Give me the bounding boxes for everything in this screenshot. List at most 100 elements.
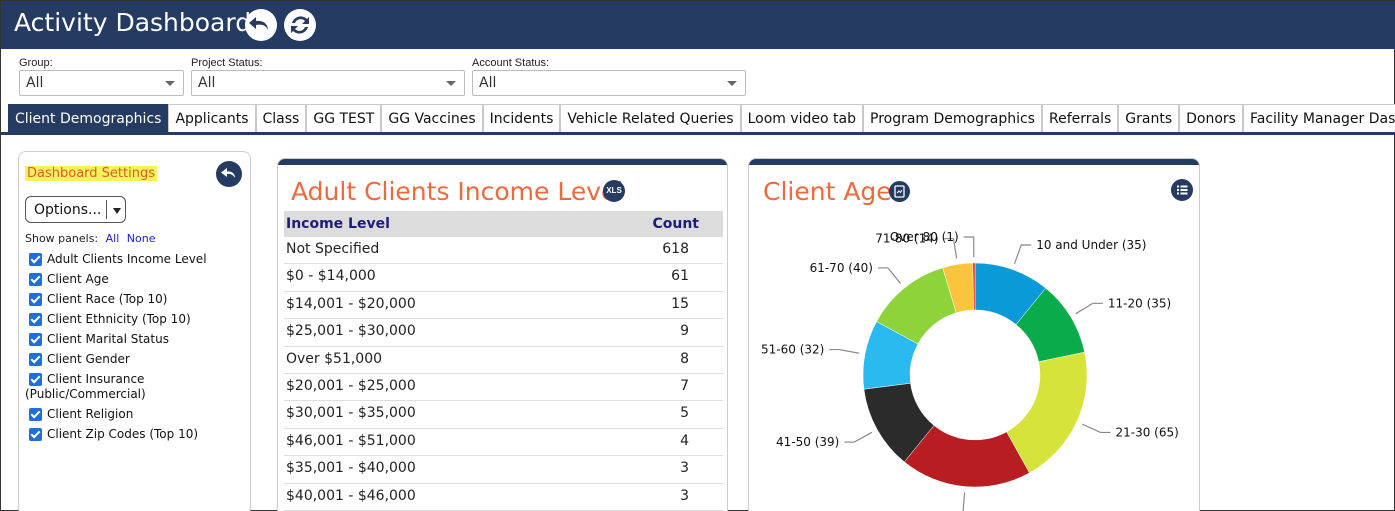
- label-connector: [963, 236, 975, 258]
- project-status-label: Project Status:: [191, 57, 263, 69]
- options-dropdown-button[interactable]: Options...: [25, 196, 126, 223]
- tab-grants[interactable]: Grants: [1118, 104, 1180, 133]
- data-label: 51-60 (32): [761, 343, 824, 357]
- tab-class[interactable]: Class: [255, 104, 307, 133]
- checkbox-label: Client Race (Top 10): [47, 292, 168, 306]
- panel-checkbox-insurance[interactable]: Client Insurance (Public/Commercial): [25, 372, 245, 402]
- header-bar: Activity Dashboard: [1, 1, 1395, 49]
- chevron-down-icon: [113, 208, 121, 214]
- checkbox-checked-icon[interactable]: [29, 273, 42, 286]
- age-card-title: Client Age: [763, 177, 892, 206]
- label-connector: [943, 238, 958, 259]
- panel-checkbox-ethnicity[interactable]: Client Ethnicity (Top 10): [25, 312, 245, 327]
- checkbox-checked-icon[interactable]: [29, 293, 42, 306]
- count-cell: 4: [680, 432, 689, 449]
- tab-donors[interactable]: Donors: [1179, 104, 1243, 133]
- data-label: 10 and Under (35): [1036, 238, 1146, 252]
- checkbox-label: Client Age: [47, 272, 109, 286]
- group-select[interactable]: All: [19, 70, 184, 96]
- checkbox-checked-icon[interactable]: [29, 353, 42, 366]
- show-none-link[interactable]: None: [126, 232, 156, 245]
- checkbox-label: Adult Clients Income Level: [47, 252, 207, 266]
- project-status-filter: Project Status: All: [191, 56, 465, 96]
- show-all-link[interactable]: All: [105, 232, 120, 245]
- refresh-icon[interactable]: [284, 9, 316, 41]
- panel-checkbox-race[interactable]: Client Race (Top 10): [25, 292, 245, 307]
- checkbox-label-line2: (Public/Commercial): [25, 387, 146, 401]
- tab-program-demographics[interactable]: Program Demographics: [863, 104, 1042, 133]
- data-label: 21-30 (65): [1115, 425, 1178, 439]
- income-level-cell: $30,001 - $35,000: [286, 405, 416, 422]
- income-card-title: Adult Clients Income Level: [291, 177, 624, 206]
- income-level-cell: $0 - $14,000: [286, 268, 376, 285]
- tab-referrals[interactable]: Referrals: [1041, 104, 1119, 133]
- chart-icon[interactable]: [889, 181, 910, 202]
- tab-bar: Client Demographics Applicants Class GG …: [8, 104, 1395, 133]
- col-income-level: Income Level: [286, 216, 390, 232]
- checkbox-checked-icon[interactable]: [29, 428, 42, 441]
- card-top-bar: [278, 159, 727, 165]
- count-cell: 5: [680, 405, 689, 422]
- client-age-card: Client Age 10 and Under (35) 11-20 (35) 21…: [748, 158, 1200, 511]
- project-status-select[interactable]: All: [191, 70, 465, 96]
- account-status-filter: Account Status: All: [472, 56, 746, 96]
- show-panels-label: Show panels:: [25, 232, 99, 245]
- account-status-select[interactable]: All: [472, 70, 746, 96]
- col-count: Count: [652, 216, 699, 232]
- checkbox-checked-icon[interactable]: [29, 373, 42, 386]
- checkbox-checked-icon[interactable]: [29, 313, 42, 326]
- dashboard-settings-title: Dashboard Settings: [25, 166, 157, 181]
- count-cell: 3: [680, 460, 689, 477]
- income-level-cell: $35,001 - $40,000: [286, 460, 416, 477]
- panel-checkbox-marital[interactable]: Client Marital Status: [25, 332, 245, 347]
- options-label: Options...: [34, 202, 102, 218]
- tab-vehicle-related-queries[interactable]: Vehicle Related Queries: [560, 104, 741, 133]
- checkbox-label: Client Ethnicity (Top 10): [47, 312, 191, 326]
- tab-client-demographics[interactable]: Client Demographics: [8, 104, 169, 133]
- checkbox-checked-icon[interactable]: [29, 253, 42, 266]
- checkbox-label: Client Gender: [47, 352, 130, 366]
- label-connector: [1082, 423, 1111, 434]
- checkbox-checked-icon[interactable]: [29, 333, 42, 346]
- xls-export-icon[interactable]: XLS: [603, 180, 625, 202]
- panel-checkbox-income[interactable]: Adult Clients Income Level: [25, 252, 245, 267]
- label-connector: [1075, 302, 1103, 315]
- panel-checkbox-religion[interactable]: Client Religion: [25, 407, 245, 422]
- label-connector: [844, 431, 873, 443]
- income-level-cell: Not Specified: [286, 241, 380, 257]
- count-cell: 7: [680, 377, 689, 394]
- checkbox-checked-icon[interactable]: [29, 408, 42, 421]
- table-row: Not Specified 618: [284, 237, 723, 265]
- undo-icon[interactable]: [245, 9, 277, 41]
- tab-incidents[interactable]: Incidents: [482, 104, 561, 133]
- show-panels-row: Show panels: All None: [25, 232, 155, 245]
- label-connector: [962, 492, 966, 511]
- tab-applicants[interactable]: Applicants: [168, 104, 256, 133]
- tab-loom-video[interactable]: Loom video tab: [740, 104, 863, 133]
- tab-facility-manager-dashboard[interactable]: Facility Manager Dashboard: [1242, 104, 1395, 133]
- checkbox-label: Client Religion: [47, 407, 134, 421]
- checkbox-label: Client Insurance: [47, 372, 145, 386]
- tab-gg-test[interactable]: GG TEST: [306, 104, 382, 133]
- income-level-cell: $40,001 - $46,000: [286, 487, 416, 504]
- panel-checkbox-zip[interactable]: Client Zip Codes (Top 10): [25, 427, 245, 442]
- panel-checkbox-gender[interactable]: Client Gender: [25, 352, 245, 367]
- table-row: $20,001 - $25,000 7: [284, 374, 723, 402]
- account-status-label: Account Status:: [472, 57, 550, 69]
- donut-segment-over-80[interactable]: [972, 262, 976, 311]
- table-header: Income Level Count: [284, 211, 723, 237]
- panel-checkbox-age[interactable]: Client Age: [25, 272, 245, 287]
- count-cell: 3: [680, 487, 689, 504]
- table-row: $14,001 - $20,000 15: [284, 292, 723, 320]
- table-row: $46,001 - $51,000 4: [284, 429, 723, 457]
- app-title: Activity Dashboard: [14, 8, 252, 37]
- panel-checkbox-list: Adult Clients Income Level Client Age Cl…: [25, 252, 245, 447]
- menu-icon[interactable]: [1171, 179, 1193, 201]
- label-connector: [1013, 244, 1032, 265]
- back-icon[interactable]: [216, 161, 242, 187]
- table-row: Over $51,000 8: [284, 347, 723, 374]
- checkbox-label: Client Marital Status: [47, 332, 169, 346]
- tab-gg-vaccines[interactable]: GG Vaccines: [381, 104, 483, 133]
- count-cell: 9: [680, 323, 689, 340]
- income-level-cell: $20,001 - $25,000: [286, 377, 416, 394]
